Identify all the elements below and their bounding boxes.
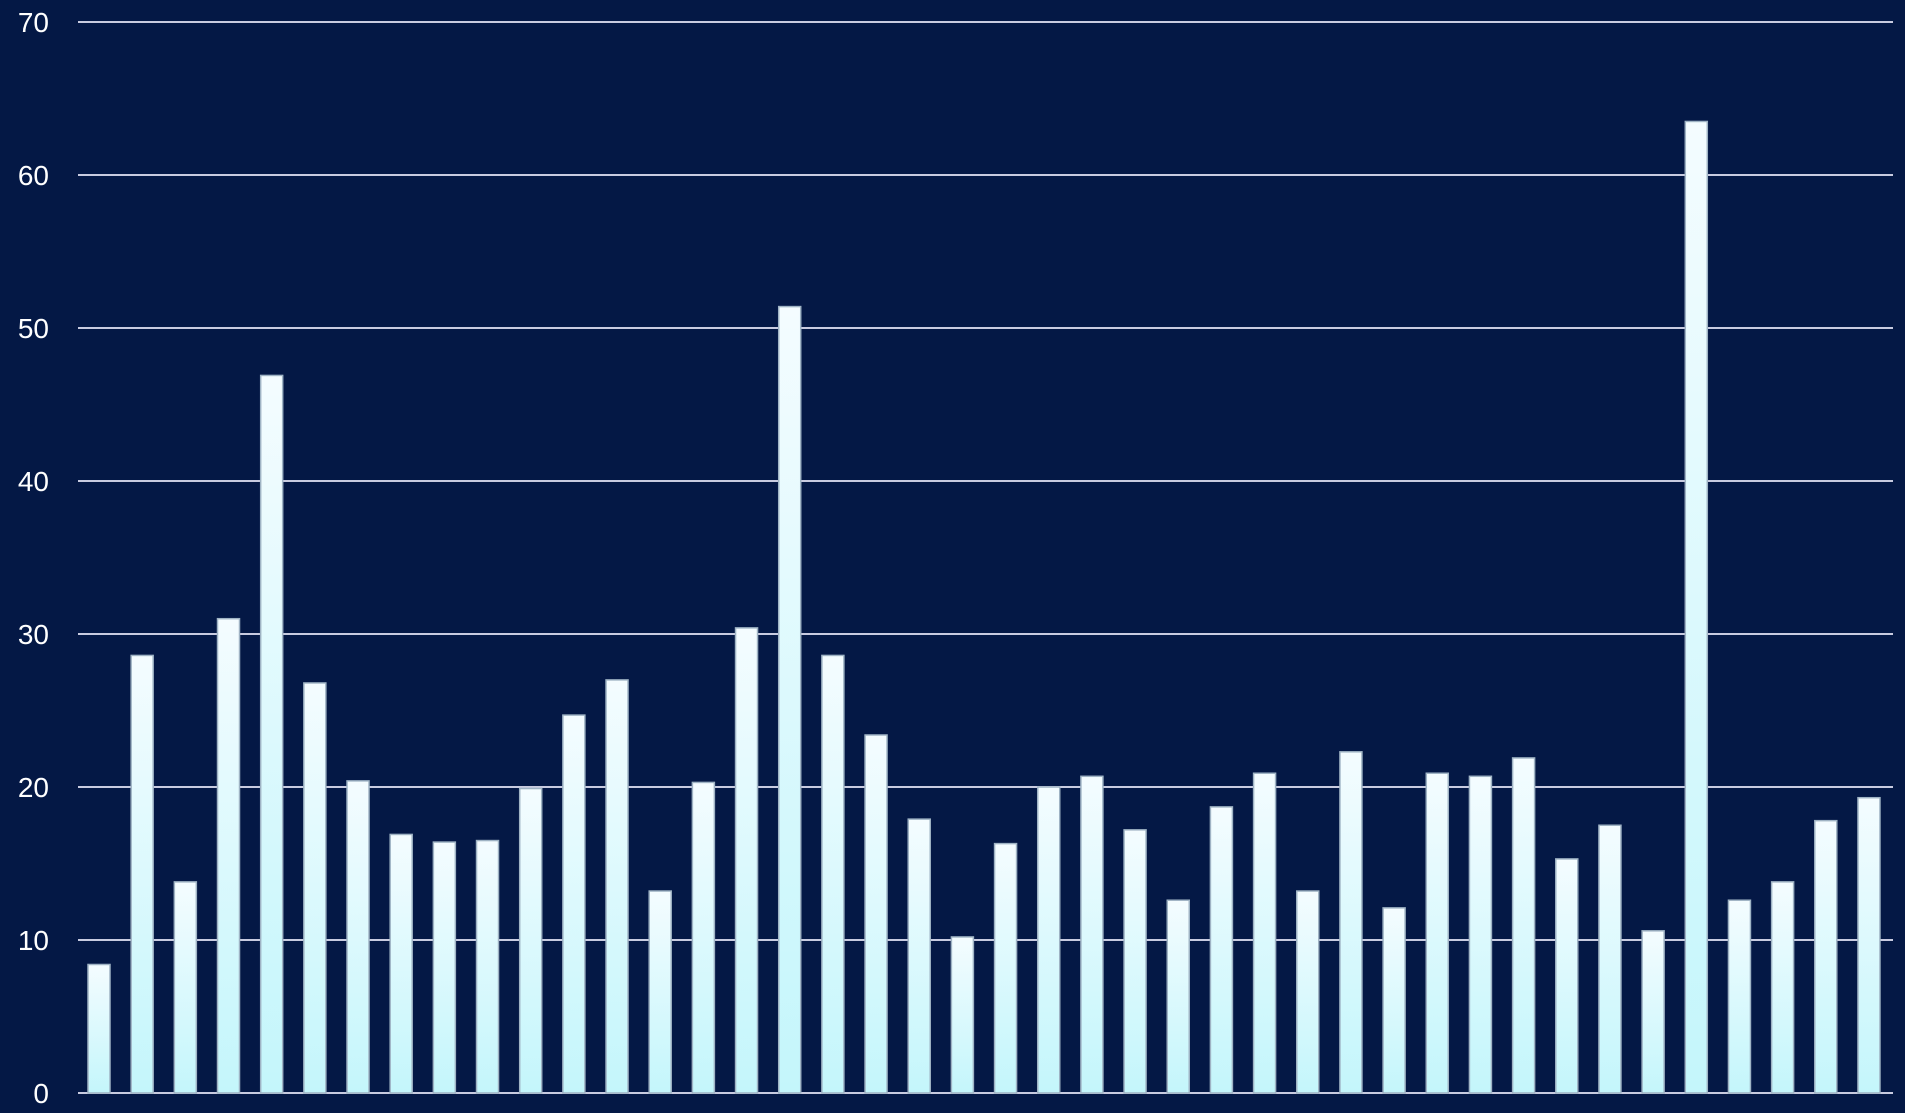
bar-39	[1727, 899, 1752, 1094]
y-tick-label-60: 60	[18, 160, 49, 191]
bar-6	[303, 682, 327, 1094]
bar-38	[1684, 120, 1709, 1094]
bar-35	[1555, 858, 1579, 1094]
y-axis-tick-labels: 0 10 20 30 40 50 60 70	[18, 7, 49, 1109]
bars	[87, 120, 1881, 1094]
gridlines	[78, 21, 1893, 1094]
bar-10	[475, 839, 500, 1094]
bar-18	[821, 654, 845, 1094]
bar-25	[1123, 829, 1147, 1094]
bar-27	[1209, 806, 1234, 1094]
bar-19	[864, 734, 888, 1094]
bar-29	[1296, 890, 1320, 1094]
y-tick-label-40: 40	[18, 466, 49, 497]
y-tick-label-0: 0	[33, 1078, 49, 1108]
y-tick-label-10: 10	[18, 925, 49, 956]
bar-14	[648, 890, 672, 1094]
bar-23	[1036, 786, 1061, 1094]
bar-31	[1382, 907, 1406, 1094]
bar-40	[1770, 881, 1795, 1094]
bar-5	[259, 374, 284, 1094]
bar-16	[734, 627, 759, 1094]
y-tick-label-30: 30	[18, 619, 49, 650]
bar-4	[216, 617, 241, 1094]
bar-11	[518, 787, 543, 1094]
bar-36	[1598, 824, 1622, 1094]
bar-17	[777, 305, 802, 1094]
bar-22	[993, 842, 1018, 1094]
bar-1	[87, 963, 111, 1094]
bar-33	[1468, 775, 1493, 1094]
bar-12	[562, 714, 586, 1094]
bar-30	[1339, 751, 1363, 1094]
bar-37	[1641, 930, 1665, 1094]
bar-9	[432, 841, 457, 1094]
y-tick-label-70: 70	[18, 7, 49, 38]
bar-42	[1857, 796, 1881, 1094]
bar-21	[950, 936, 975, 1094]
y-tick-label-50: 50	[18, 313, 49, 344]
bar-26	[1166, 899, 1190, 1094]
bar-20	[907, 818, 931, 1094]
bar-28	[1252, 772, 1277, 1094]
bar-15	[691, 781, 716, 1094]
bar-7	[346, 780, 370, 1094]
bar-34	[1511, 757, 1536, 1094]
bar-41	[1814, 819, 1838, 1094]
bar-8	[389, 833, 413, 1094]
y-tick-label-20: 20	[18, 772, 49, 803]
bar-3	[173, 881, 198, 1094]
bar-13	[605, 679, 629, 1094]
bar-2	[130, 654, 154, 1094]
bar-24	[1080, 775, 1104, 1094]
bar-32	[1425, 772, 1450, 1094]
